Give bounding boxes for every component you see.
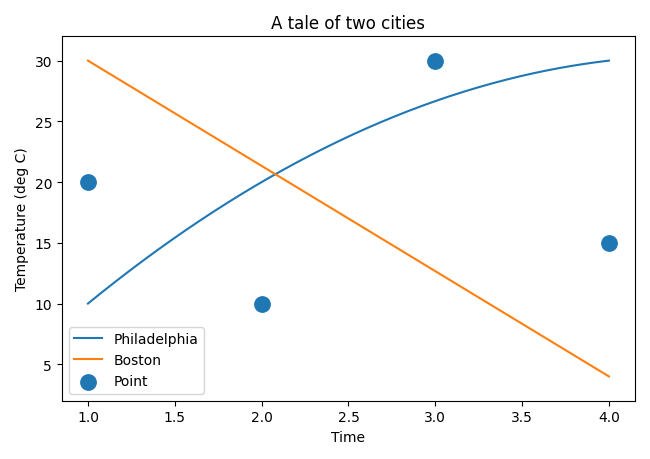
X-axis label: Time: Time — [332, 430, 365, 444]
Point — [256, 300, 266, 308]
Point — [604, 240, 614, 247]
Line: Philadelphia: Philadelphia — [88, 62, 609, 304]
Point — [83, 179, 93, 186]
Philadelphia — [605, 59, 613, 64]
Philadelphia — [86, 300, 94, 305]
Philadelphia — [84, 301, 92, 307]
Philadelphia — [556, 66, 564, 72]
Philadelphia — [394, 113, 402, 118]
Title: A tale of two cities: A tale of two cities — [272, 15, 426, 33]
Philadelphia — [393, 114, 400, 119]
Philadelphia — [403, 110, 411, 115]
Legend: Philadelphia, Boston, Point: Philadelphia, Boston, Point — [69, 327, 203, 394]
Y-axis label: Temperature (deg C): Temperature (deg C) — [15, 147, 29, 291]
Point — [430, 58, 441, 65]
Philadelphia — [523, 73, 531, 78]
